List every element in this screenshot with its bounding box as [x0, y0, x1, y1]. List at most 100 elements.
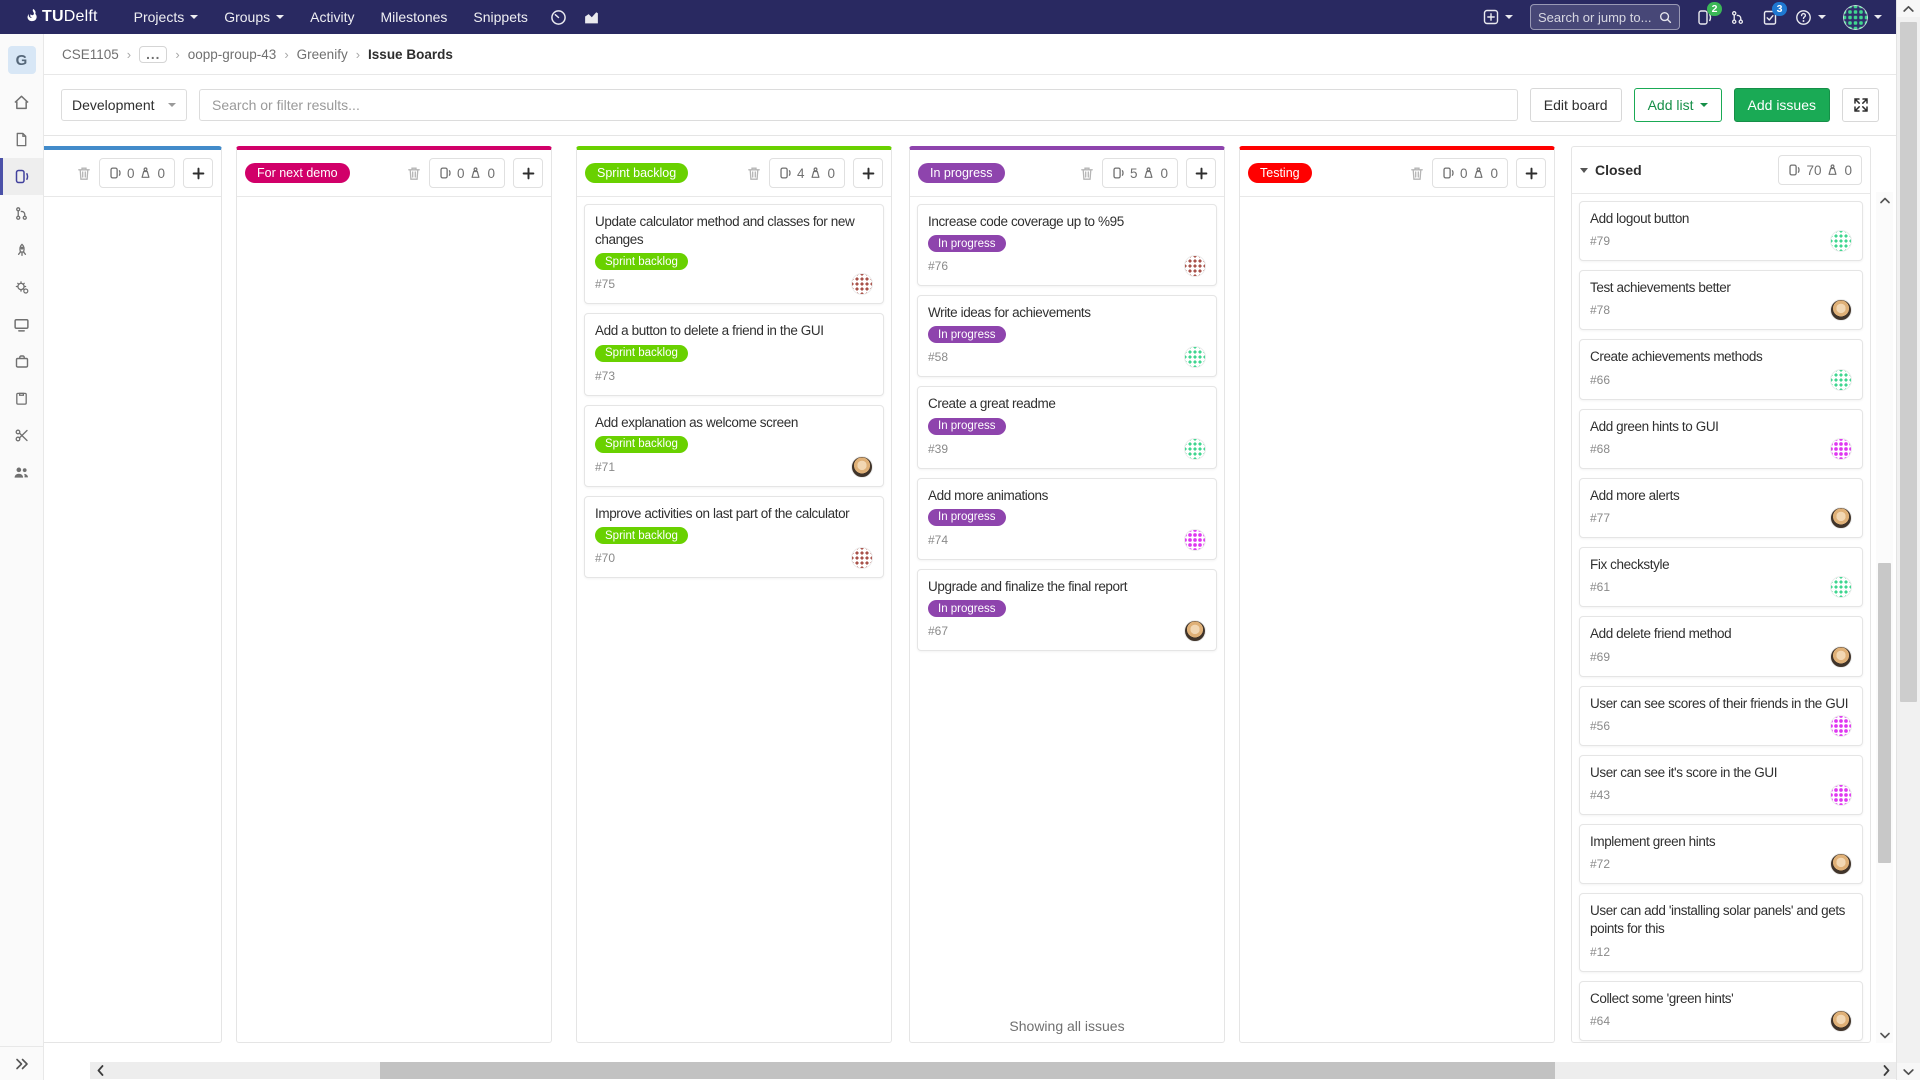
board-filter-search[interactable] — [199, 89, 1518, 121]
project-avatar[interactable]: G — [7, 46, 36, 74]
delete-list-button[interactable] — [747, 166, 761, 181]
sidebar-item-packages[interactable] — [0, 343, 43, 380]
issue-card[interactable]: Update calculator method and classes for… — [584, 204, 884, 305]
card-assignee-avatar[interactable] — [1830, 1009, 1852, 1032]
card-label[interactable]: In progress — [928, 235, 1006, 253]
card-label[interactable]: In progress — [928, 508, 1006, 526]
sidebar-item-operations[interactable] — [0, 269, 43, 306]
sidebar-item-members[interactable] — [0, 454, 43, 491]
issue-card[interactable]: Implement green hints #72 — [1579, 823, 1863, 885]
card-assignee-avatar[interactable] — [851, 273, 873, 296]
delete-list-button[interactable] — [1410, 166, 1424, 181]
sidebar-item-repository[interactable] — [0, 121, 43, 158]
user-menu-button[interactable] — [1843, 4, 1882, 30]
issue-card[interactable]: Add logout button #79 — [1579, 201, 1863, 262]
scroll-down-arrow[interactable] — [1876, 1027, 1893, 1043]
global-search[interactable] — [1530, 4, 1680, 30]
sidebar-item-merge-requests[interactable] — [0, 195, 43, 232]
card-label[interactable]: Sprint backlog — [595, 344, 688, 362]
card-assignee-avatar[interactable] — [1830, 714, 1852, 737]
help-button[interactable] — [1795, 9, 1826, 26]
scrollbar-thumb[interactable] — [1878, 563, 1891, 863]
card-assignee-avatar[interactable] — [1830, 645, 1852, 668]
issue-card[interactable]: Add delete friend method #69 — [1579, 616, 1863, 677]
add-issue-button[interactable] — [183, 158, 213, 188]
scroll-up-arrow[interactable] — [1897, 0, 1920, 17]
delete-list-button[interactable] — [407, 166, 421, 181]
issue-card[interactable]: User can see it's score in the GUI #43 — [1579, 754, 1863, 815]
issue-card[interactable]: Fix checkstyle #61 — [1579, 547, 1863, 608]
nav-menu-item-snippets[interactable]: Snippets — [473, 9, 527, 25]
issue-card[interactable]: Collect some 'green hints' #64 — [1579, 980, 1863, 1041]
card-assignee-avatar[interactable] — [1830, 576, 1852, 599]
breadcrumb-item[interactable]: CSE1105 — [62, 46, 119, 62]
issue-card[interactable]: Test achievements better #78 — [1579, 270, 1863, 331]
card-assignee-avatar[interactable] — [1184, 255, 1206, 278]
card-assignee-avatar[interactable] — [1184, 346, 1206, 369]
card-assignee-avatar[interactable] — [1830, 299, 1852, 322]
issue-card[interactable]: User can add 'installing solar panels' a… — [1579, 893, 1863, 972]
list-label[interactable]: For next demo — [245, 163, 350, 183]
issue-card[interactable]: Create a great readme In progress #39 — [917, 386, 1217, 469]
scrollbar-thumb[interactable] — [1900, 22, 1917, 702]
add-issue-button[interactable] — [853, 158, 883, 188]
issue-card[interactable]: Add a button to delete a friend in the G… — [584, 313, 884, 396]
card-label[interactable]: Sprint backlog — [595, 435, 688, 453]
board-vertical-scrollbar[interactable] — [1876, 192, 1893, 1043]
card-assignee-avatar[interactable] — [1830, 230, 1852, 253]
scrollbar-thumb[interactable] — [380, 1062, 1555, 1079]
chart-icon[interactable] — [583, 9, 600, 26]
add-issue-button[interactable] — [1516, 158, 1546, 188]
dashboard-icon[interactable] — [550, 9, 567, 26]
tu-delft-logo[interactable]: TUDelft — [26, 8, 98, 26]
issues-button[interactable]: 2 — [1697, 1, 1722, 26]
card-assignee-avatar[interactable] — [1830, 368, 1852, 391]
issue-card[interactable]: Increase code coverage up to %95 In prog… — [917, 204, 1217, 287]
sidebar-item-monitor[interactable] — [0, 306, 43, 343]
add-issues-button[interactable]: Add issues — [1733, 88, 1830, 122]
breadcrumb-item[interactable]: Greenify — [296, 46, 348, 62]
card-label[interactable]: Sprint backlog — [595, 253, 688, 271]
issue-card[interactable]: Write ideas for achievements In progress… — [917, 295, 1217, 378]
new-menu-button[interactable] — [1483, 9, 1513, 25]
merge-requests-button[interactable] — [1730, 9, 1745, 26]
page-scrollbar[interactable] — [1896, 0, 1920, 1080]
card-label[interactable]: In progress — [928, 417, 1006, 435]
issue-card[interactable]: Add more animations In progress #74 — [917, 477, 1217, 560]
issue-card[interactable]: Improve activities on last part of the c… — [584, 495, 884, 579]
card-label[interactable]: In progress — [928, 326, 1006, 344]
fullscreen-button[interactable] — [1842, 88, 1879, 122]
scroll-left-arrow[interactable] — [90, 1062, 110, 1079]
sidebar-collapse-toggle[interactable] — [0, 1046, 43, 1080]
global-search-input[interactable] — [1538, 9, 1659, 25]
breadcrumb-item[interactable]: oopp-group-43 — [187, 46, 277, 62]
sidebar-item-snippets[interactable] — [0, 417, 43, 454]
issue-card[interactable]: Add more alerts #77 — [1579, 477, 1863, 539]
list-label[interactable]: In progress — [918, 163, 1005, 183]
card-assignee-avatar[interactable] — [1830, 437, 1852, 460]
scroll-down-arrow[interactable] — [1897, 1063, 1920, 1080]
horizontal-scrollbar[interactable] — [90, 1062, 1896, 1079]
nav-menu-item-groups[interactable]: Groups — [224, 9, 285, 25]
sidebar-item-issues[interactable] — [0, 158, 43, 195]
card-assignee-avatar[interactable] — [1830, 507, 1852, 530]
sidebar-item-project-overview[interactable] — [0, 84, 43, 121]
board-filter-input[interactable] — [212, 97, 1505, 113]
scroll-right-arrow[interactable] — [1876, 1062, 1896, 1079]
edit-board-button[interactable]: Edit board — [1529, 88, 1622, 122]
nav-menu-item-projects[interactable]: Projects — [134, 9, 199, 25]
delete-list-button[interactable] — [1080, 166, 1094, 181]
scroll-up-arrow[interactable] — [1876, 192, 1893, 208]
nav-menu-item-activity[interactable]: Activity — [310, 9, 354, 25]
delete-list-button[interactable] — [77, 166, 91, 181]
breadcrumb-ellipsis[interactable]: ... — [139, 45, 168, 63]
card-label[interactable]: Sprint backlog — [595, 527, 688, 545]
card-assignee-avatar[interactable] — [1184, 620, 1206, 643]
add-list-button[interactable]: Add list — [1633, 88, 1722, 122]
add-issue-button[interactable] — [513, 158, 543, 188]
list-label[interactable]: Sprint backlog — [585, 163, 689, 183]
card-assignee-avatar[interactable] — [851, 547, 873, 570]
card-assignee-avatar[interactable] — [1830, 853, 1852, 876]
list-label[interactable]: Testing — [1248, 163, 1312, 183]
todos-button[interactable]: 3 — [1762, 1, 1787, 26]
